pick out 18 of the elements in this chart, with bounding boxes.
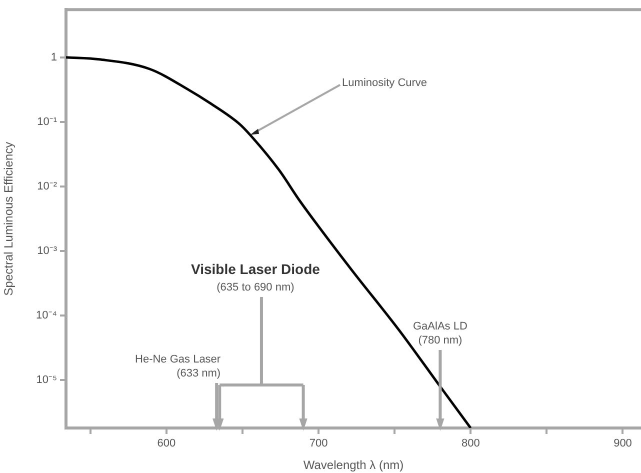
x-tick-label: 900: [614, 438, 632, 450]
ref-line-label: He-Ne Gas Laser (633 nm): [135, 354, 221, 380]
x-tick-label: 600: [157, 438, 176, 450]
annotation: Luminosity Curve: [342, 76, 428, 89]
annotation: (635 to 690 nm): [216, 282, 294, 294]
y-tick-label: 10⁻⁵: [36, 374, 57, 386]
y-tick-label: 10⁻¹: [37, 116, 58, 128]
y-axis-title: Spectral Luminous Efficiency: [2, 142, 16, 296]
y-tick-label: 10⁻²: [37, 180, 58, 192]
line-series: [66, 56, 472, 428]
x-tick-label: 700: [309, 438, 328, 450]
x-tick-label: 800: [461, 438, 480, 450]
annotation: Visible Laser Diode: [191, 260, 320, 277]
x-axis-title: Wavelength λ (nm): [303, 458, 404, 472]
y-tick-label: 1: [50, 51, 57, 64]
y-tick-label: 10⁻⁴: [36, 309, 58, 322]
y-tick-label: 10⁻³: [37, 244, 58, 257]
ref-line-label: GaAlAs LD (780 nm): [412, 320, 468, 347]
